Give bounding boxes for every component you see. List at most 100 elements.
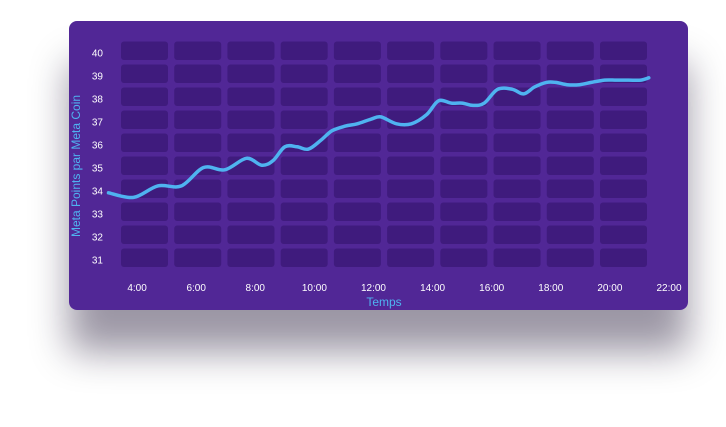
y-tick-label: 39 [92,72,104,83]
x-tick-label: 10:00 [302,283,327,294]
grid-cell [227,225,275,244]
y-tick-label: 32 [92,233,104,244]
grid-cell [440,248,488,267]
chart-card: 31 32 33 34 35 36 37 38 39 40 4:00 6:00 8:00 10:00 12… [69,21,688,310]
grid-cell [174,64,222,83]
x-axis-title: Temps [366,295,401,309]
grid-cell [546,156,594,175]
grid-cell [174,156,222,175]
grid-cell [546,225,594,244]
grid-cell [333,225,381,244]
y-tick-label: 31 [92,256,104,267]
grid-cell [493,202,541,221]
grid-cell [387,248,435,267]
grid-cell [546,110,594,129]
y-tick-label: 38 [92,95,104,106]
grid-cell [333,248,381,267]
grid-cell [174,248,222,267]
grid-cell [174,41,222,60]
x-tick-label: 22:00 [656,283,681,294]
grid-cell [546,202,594,221]
grid-cell [121,133,168,152]
grid-cell [174,225,222,244]
x-tick-label: 8:00 [246,283,266,294]
grid-cell [174,202,222,221]
grid-cell [174,133,222,152]
grid-cell [493,179,541,198]
grid-cell [546,133,594,152]
x-tick-label: 16:00 [479,283,504,294]
grid-cell [227,64,275,83]
grid-cell [493,225,541,244]
grid-cell [440,179,488,198]
grid-cell [600,133,647,152]
grid-cell [440,133,488,152]
grid-cell [121,41,168,60]
grid-cell [280,179,328,198]
grid-cell [600,87,647,106]
grid-cell [546,64,594,83]
grid-cell [333,133,381,152]
y-tick-label: 37 [92,118,104,129]
series-line [106,76,651,200]
grid-cell [280,248,328,267]
grid-cell [227,87,275,106]
grid-cell [546,87,594,106]
grid-cell [227,133,275,152]
y-tick-label: 33 [92,210,104,221]
x-tick-label: 20:00 [597,283,622,294]
grid-cell [387,87,435,106]
grid-cell [600,225,647,244]
grid-cell [493,156,541,175]
x-tick-label: 18:00 [538,283,563,294]
grid-cell [121,225,168,244]
x-axis-ticks: 4:00 6:00 8:00 10:00 12:00 14:00 16:00 18:00 20:… [127,283,682,294]
grid-cell [546,41,594,60]
grid-cell [227,248,275,267]
grid-cell [227,202,275,221]
grid-cell [493,110,541,129]
x-tick-label: 6:00 [186,283,206,294]
grid-cell [546,248,594,267]
grid-cell [280,110,328,129]
grid-cell [121,87,168,106]
x-tick-label: 12:00 [361,283,386,294]
grid-cell [387,202,435,221]
grid-cell [227,110,275,129]
grid-cell [440,202,488,221]
grid-cell [333,156,381,175]
y-axis-title: Meta Points par Meta Coin [69,95,83,237]
grid-cell [440,156,488,175]
grid-cell [600,202,647,221]
grid-cell [546,179,594,198]
grid-cell [387,133,435,152]
grid-cell [174,110,222,129]
y-tick-label: 35 [92,164,104,175]
grid-cell [387,179,435,198]
grid-cell [440,64,488,83]
grid-cell [387,64,435,83]
grid-cell [440,41,488,60]
grid-cell [121,110,168,129]
grid-cell [600,156,647,175]
grid-cell [333,179,381,198]
grid-cell [280,41,328,60]
grid-cell [493,133,541,152]
grid-cell [174,179,222,198]
grid-cell [121,64,168,83]
y-tick-label: 36 [92,141,104,152]
line-chart: 31 32 33 34 35 36 37 38 39 40 4:00 6:00 8:00 10:00 12… [69,21,688,310]
y-axis-ticks: 31 32 33 34 35 36 37 38 39 40 [92,49,104,267]
grid-cell [600,110,647,129]
grid-cell [333,64,381,83]
grid-cell [121,156,168,175]
grid-cell [440,225,488,244]
grid-cell [333,87,381,106]
grid-cell [121,202,168,221]
grid-cell [280,202,328,221]
grid-cell [333,202,381,221]
grid-cell [174,87,222,106]
grid-cell [280,156,328,175]
grid-cell [600,179,647,198]
y-tick-label: 34 [92,187,104,198]
